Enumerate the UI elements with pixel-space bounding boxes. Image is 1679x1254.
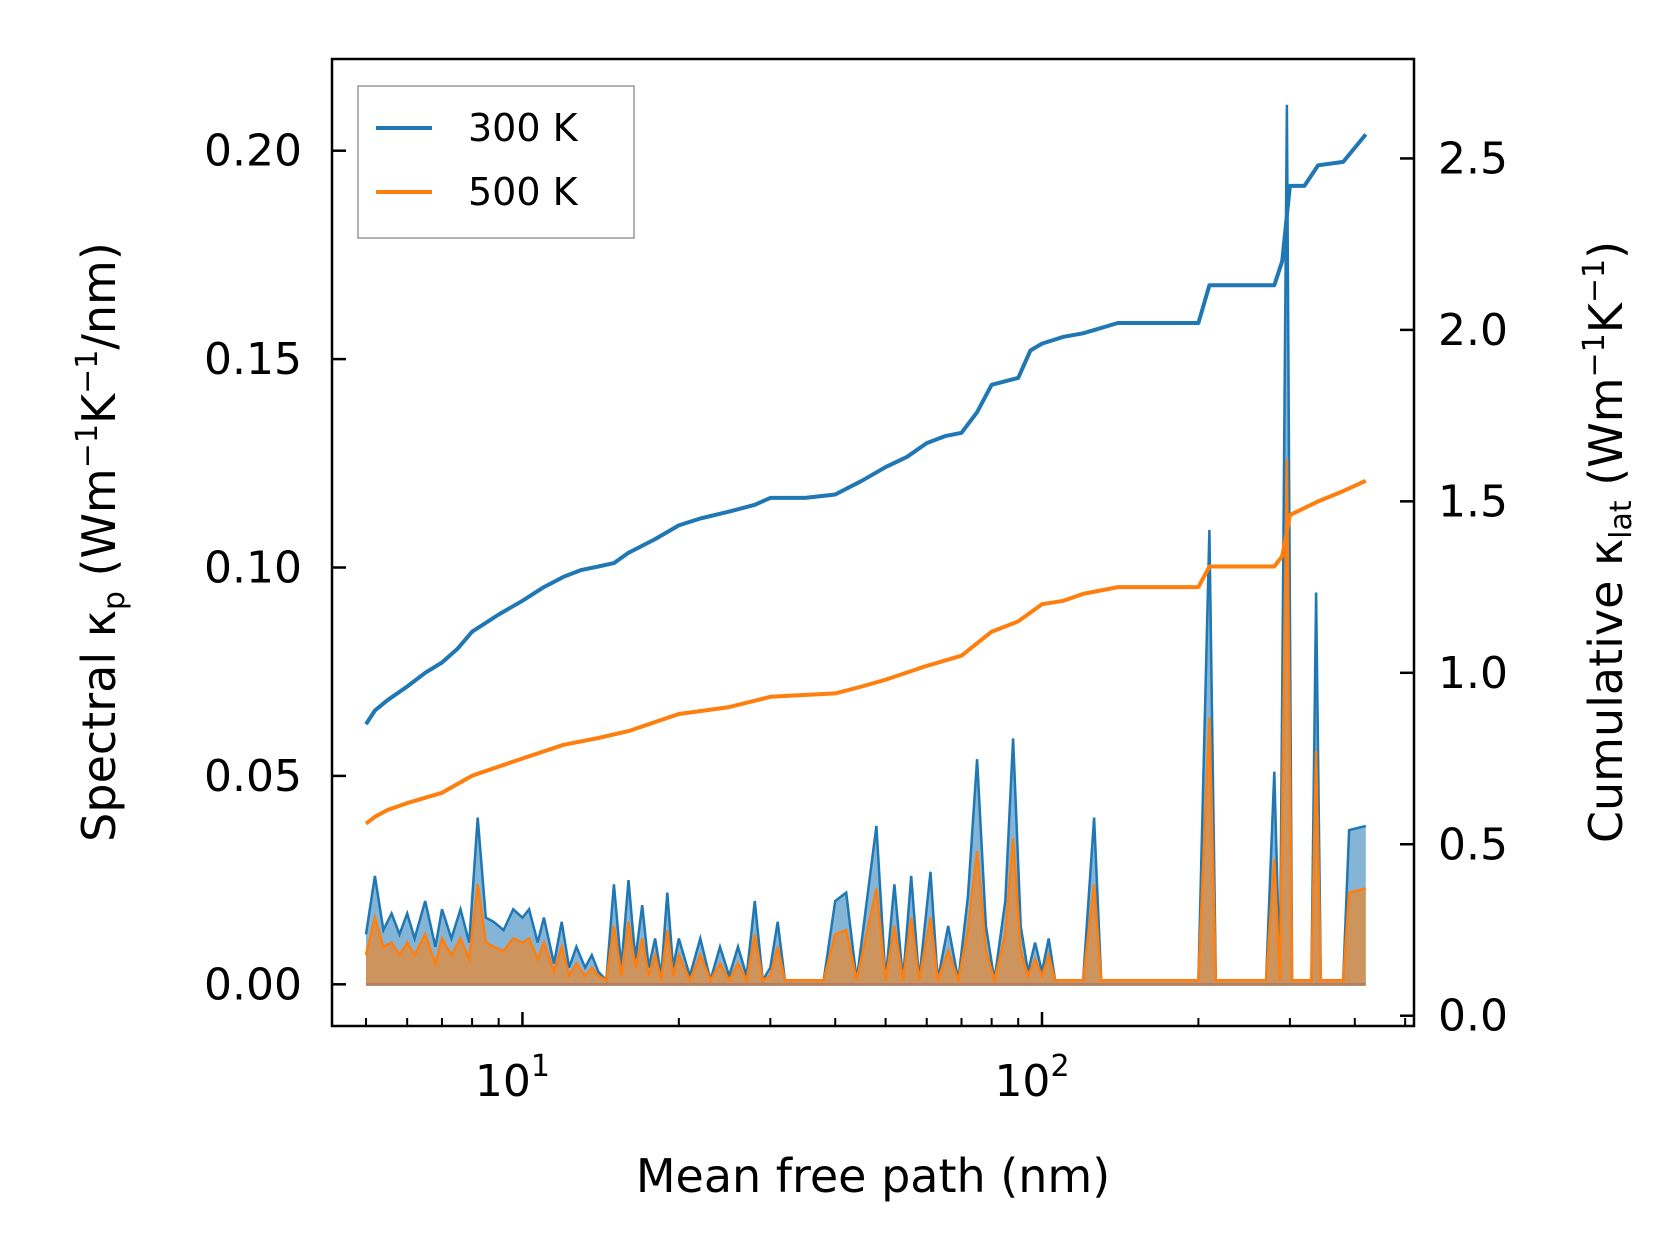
x-tick-label-exp: 1: [531, 1049, 550, 1084]
y-left-tick-label: 0.15: [204, 334, 302, 385]
y-axis-left-label: Spectral κp (Wm−1K−1/nm): [70, 242, 132, 842]
x-axis-label: Mean free path (nm): [636, 1149, 1110, 1203]
y-right-tick-label: 1.5: [1438, 476, 1508, 527]
x-tick-label-exp: 2: [1050, 1049, 1069, 1084]
y-right-tick-label: 2.5: [1438, 133, 1508, 184]
y-axis-right-label: Cumulative κlat (Wm−1K−1): [1577, 241, 1639, 843]
y-left-tick-label: 0.20: [204, 126, 302, 177]
spectral-line-500k: [364, 459, 1367, 986]
axis-ticks: 101 1020.000.050.100.150.200.00.51.01.52.…: [204, 126, 1508, 1107]
y-right-tick-label: 1.0: [1438, 648, 1508, 699]
y-right-tick-label: 2.0: [1438, 305, 1508, 356]
legend-label-500k: 500 K: [468, 170, 579, 214]
legend-label-300k: 300 K: [468, 106, 579, 150]
y-left-tick-label: 0.00: [204, 959, 302, 1010]
x-tick-label: 101: [475, 1049, 550, 1107]
cumulative-line-500k: [364, 478, 1367, 826]
spectral-fills: [364, 104, 1367, 986]
x-tick-label-base: 10: [994, 1056, 1050, 1107]
data-lines: [364, 133, 1368, 826]
plot-frame: [330, 57, 1416, 1028]
y-right-tick-label: 0.0: [1438, 991, 1508, 1042]
cumulative-line-300k: [364, 133, 1368, 726]
y-left-tick-label: 0.10: [204, 543, 302, 594]
x-tick-label-base: 10: [475, 1056, 531, 1107]
legend: 300 K 500 K: [357, 85, 635, 239]
x-tick-label: 102: [994, 1049, 1069, 1107]
legend-box: [357, 85, 635, 239]
y-left-tick-label: 0.05: [204, 751, 302, 802]
y-right-tick-label: 0.5: [1438, 819, 1508, 870]
